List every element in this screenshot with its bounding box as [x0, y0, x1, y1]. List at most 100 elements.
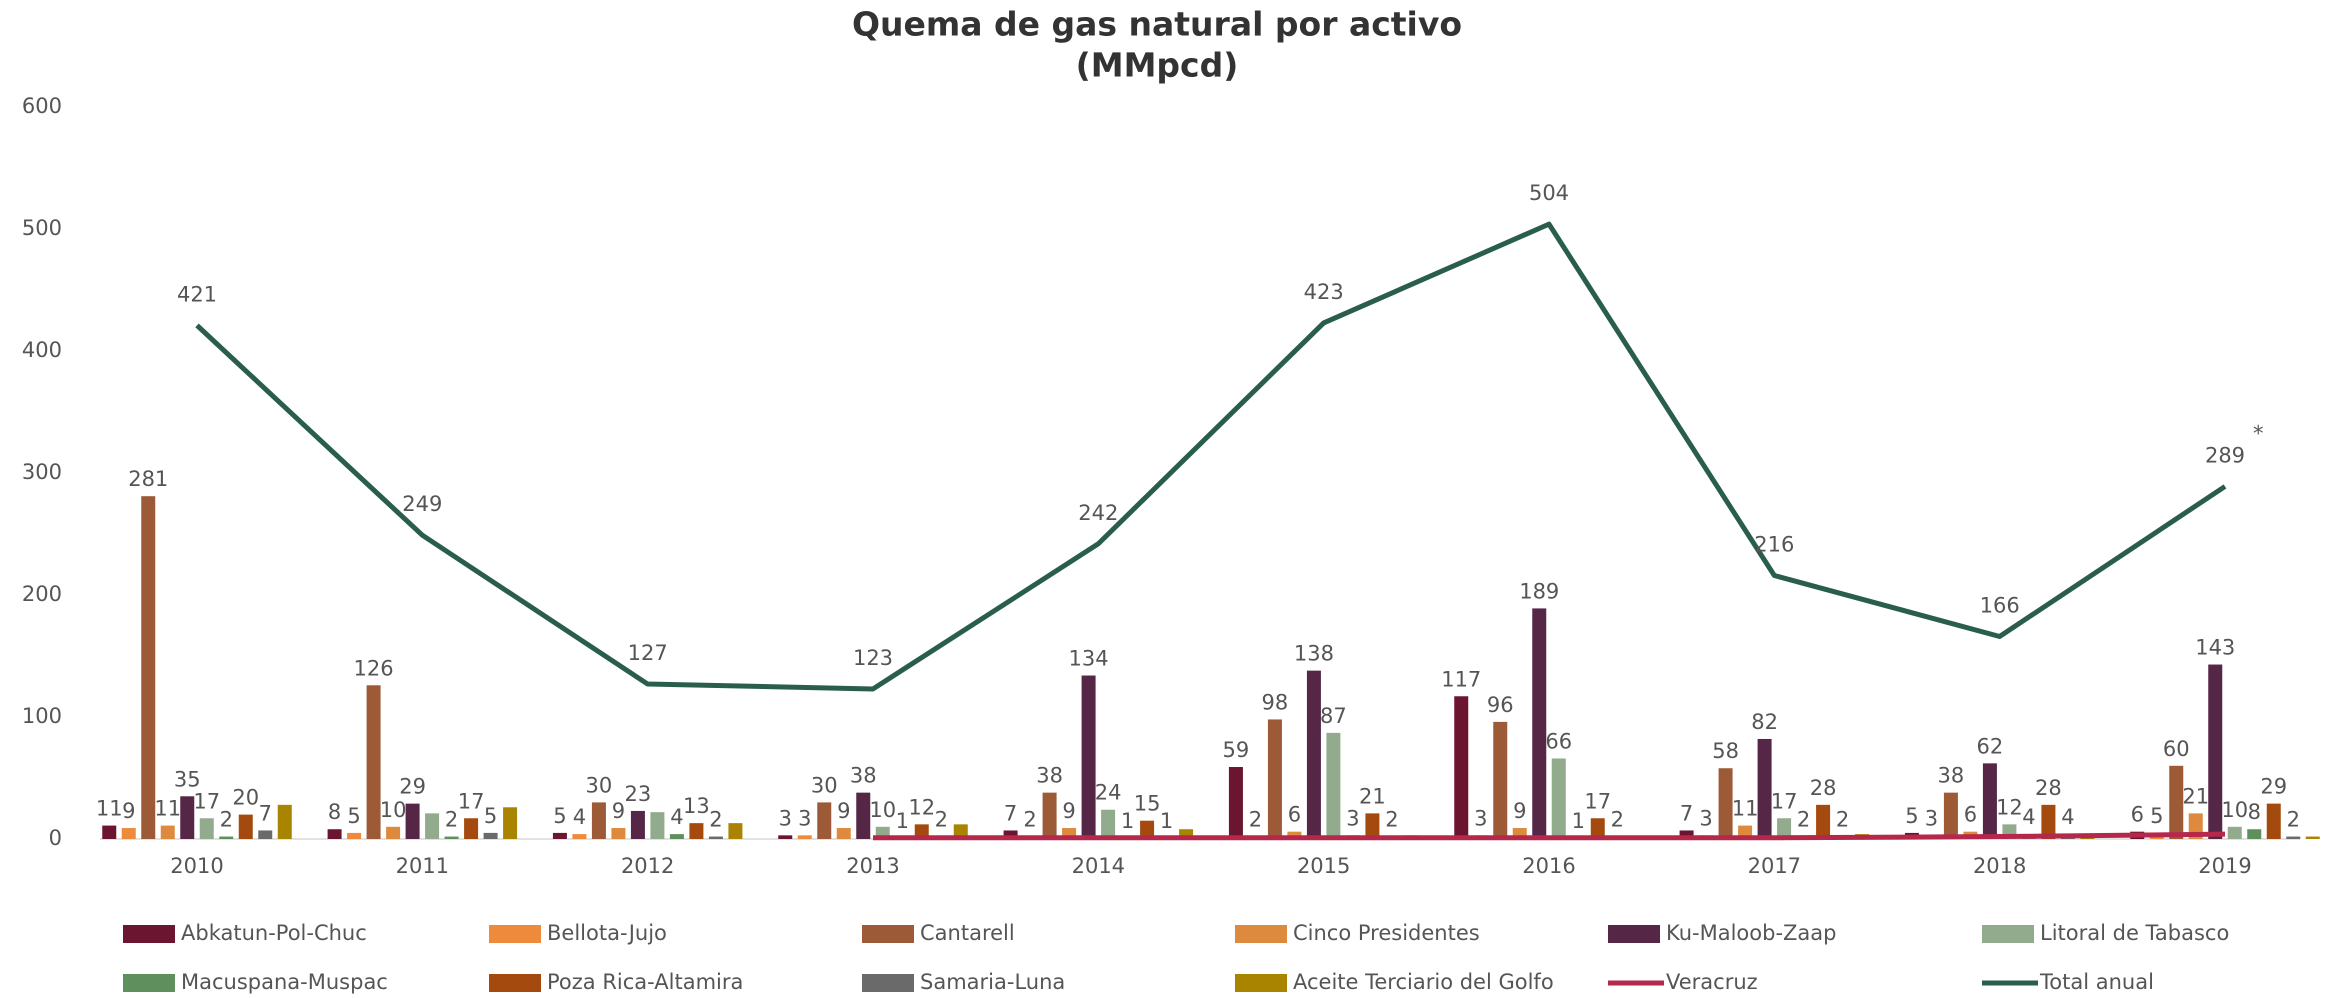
bar — [572, 834, 586, 839]
data-label: 4 — [2022, 805, 2035, 829]
bar — [1532, 608, 1546, 839]
data-label: 3 — [1474, 806, 1487, 830]
data-label: 166 — [1980, 593, 2020, 617]
bar — [1493, 722, 1507, 839]
legend-label: Cinco Presidentes — [1293, 921, 1480, 945]
data-label: 4 — [670, 805, 683, 829]
chart-subtitle: (MMpcd) — [1076, 46, 1239, 85]
legend-marker — [862, 925, 914, 943]
data-label: 134 — [1069, 647, 1109, 671]
bar — [219, 837, 233, 839]
data-label: 15 — [1134, 792, 1161, 816]
bar — [670, 834, 684, 839]
data-label: 11 — [96, 797, 123, 821]
bar — [856, 793, 870, 839]
bar — [778, 835, 792, 839]
data-label: 421 — [177, 282, 217, 306]
bar — [611, 828, 625, 839]
bar — [689, 823, 703, 839]
bar — [553, 833, 567, 839]
data-label: 11 — [154, 797, 181, 821]
bar — [425, 813, 439, 839]
legend-label: Litoral de Tabasco — [2040, 921, 2229, 945]
data-label: 17 — [1771, 789, 1798, 813]
x-tick-label: 2017 — [1748, 854, 1801, 878]
data-label: 2 — [1249, 808, 1262, 832]
data-label: 60 — [2163, 737, 2190, 761]
x-tick-label: 2015 — [1297, 854, 1350, 878]
bar — [1307, 671, 1321, 839]
bar — [406, 804, 420, 839]
data-label: 38 — [1938, 764, 1965, 788]
bar — [837, 828, 851, 839]
bar — [2247, 829, 2261, 839]
bar — [1326, 733, 1340, 839]
data-label: 3 — [1699, 806, 1712, 830]
data-label: 62 — [1977, 734, 2004, 758]
bar — [1552, 758, 1566, 839]
bar — [278, 805, 292, 839]
data-label: 9 — [1513, 799, 1526, 823]
data-label: 216 — [1754, 532, 1794, 556]
bar — [592, 802, 606, 839]
bar — [180, 796, 194, 839]
bar — [650, 812, 664, 839]
data-label: 7 — [259, 801, 272, 825]
data-label: 9 — [837, 799, 850, 823]
data-label: 289 — [2205, 443, 2245, 467]
bar — [122, 828, 136, 839]
bar — [1454, 696, 1468, 839]
data-label: 96 — [1487, 693, 1514, 717]
legend-label: Poza Rica-Altamira — [547, 970, 743, 994]
y-tick-label: 400 — [22, 338, 62, 362]
legend-marker — [1982, 925, 2034, 943]
data-label: 4 — [573, 805, 586, 829]
data-label: 189 — [1519, 579, 1559, 603]
bar — [367, 685, 381, 839]
data-label: 21 — [1359, 784, 1386, 808]
y-tick-label: 100 — [22, 704, 62, 728]
data-label: 126 — [354, 656, 394, 680]
legend-label: Veracruz — [1666, 970, 1758, 994]
chart-title: Quema de gas natural por activo — [852, 5, 1462, 44]
legend-label: Abkatun-Pol-Chuc — [181, 921, 367, 945]
bar — [1365, 813, 1379, 839]
bar — [2286, 837, 2300, 839]
data-label: 1 — [1121, 809, 1134, 833]
bar — [1719, 768, 1733, 839]
bar — [2228, 827, 2242, 839]
x-tick-label: 2012 — [621, 854, 674, 878]
legend-marker — [862, 974, 914, 992]
data-label: 1 — [896, 809, 909, 833]
y-tick-label: 600 — [22, 94, 62, 118]
data-label: 6 — [1964, 803, 1977, 827]
legend-marker — [1235, 974, 1287, 992]
bar — [2306, 837, 2320, 839]
data-label: 59 — [1223, 738, 1250, 762]
legend-marker — [123, 925, 175, 943]
data-label: 12 — [908, 795, 935, 819]
bar — [1229, 767, 1243, 839]
data-label: 2 — [709, 808, 722, 832]
legend-marker — [123, 974, 175, 992]
data-label: 98 — [1262, 690, 1289, 714]
data-label: 5 — [347, 804, 360, 828]
x-tick-label: 2010 — [170, 854, 223, 878]
data-label: 249 — [402, 492, 442, 516]
bar — [347, 833, 361, 839]
data-label: 38 — [1036, 764, 1063, 788]
data-label: 2 — [935, 808, 948, 832]
data-label: 423 — [1304, 280, 1344, 304]
bar — [200, 818, 214, 839]
x-tick-label: 2011 — [396, 854, 449, 878]
data-label: 3 — [1346, 806, 1359, 830]
data-label: 12 — [1996, 795, 2023, 819]
bar — [1816, 805, 1830, 839]
legend-label: Samaria-Luna — [920, 970, 1065, 994]
bar — [464, 818, 478, 839]
bar — [1043, 793, 1057, 839]
data-label: 23 — [625, 782, 652, 806]
data-label: 11 — [1732, 797, 1759, 821]
bar — [102, 826, 116, 839]
legend-marker — [1608, 925, 1660, 943]
